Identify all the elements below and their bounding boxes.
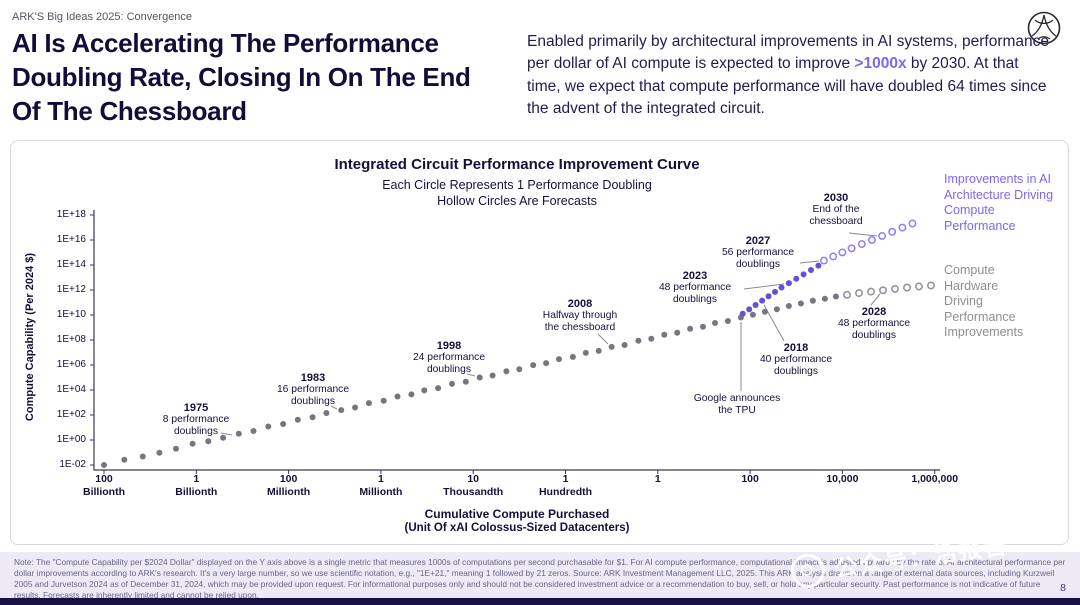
x-tick-label: 1 Billionth xyxy=(175,473,218,498)
y-tick-label: 1E+16 xyxy=(56,234,86,245)
x-axis-label: Cumulative Compute Purchased xyxy=(424,507,610,521)
y-tick-label: 1E+18 xyxy=(56,209,86,220)
annotation-1975: 1975 8 performance doublings xyxy=(162,402,230,437)
y-tick-label: 1E+00 xyxy=(56,434,86,445)
chart-subtitle-1: Each Circle Represents 1 Performance Dou… xyxy=(382,178,652,192)
annotation-1998: 1998 24 performance doublings xyxy=(412,340,486,375)
x-tick-label: 100 Billionth xyxy=(83,473,125,498)
y-tick-label: 1E+10 xyxy=(56,309,86,320)
annotation-tpu: Google announces the TPU xyxy=(693,393,781,416)
annotation-2008: 2008 Halfway through the chessboard xyxy=(542,298,618,333)
breadcrumb: ARK'S Big Ideas 2025: Convergence xyxy=(12,11,193,23)
chart-subtitle-2: Hollow Circles Are Forecasts xyxy=(437,194,597,208)
y-tick-label: 1E-02 xyxy=(59,459,86,470)
bottom-bar xyxy=(0,598,1080,605)
x-tick-label: 1 Hundredth xyxy=(538,473,593,498)
annotation-2018: 2018 40 performance doublings xyxy=(759,342,833,377)
chart-title: Integrated Circuit Performance Improveme… xyxy=(334,156,700,173)
annotation-2030: 2030 End of the chessboard xyxy=(809,192,863,227)
watermark-camera-icon xyxy=(788,551,828,591)
x-tick-label: 10 Thousandth xyxy=(443,473,504,498)
x-tick-label: 100 xyxy=(741,473,759,485)
annotation-2028: 2028 48 performance doublings xyxy=(837,306,911,341)
y-tick-label: 1E+14 xyxy=(56,259,86,270)
intro-text-before: Enabled primarily by architectural impro… xyxy=(527,33,1050,73)
annotation-1983: 1983 16 performance doublings xyxy=(276,372,350,407)
y-axis-label: Compute Capability (Per 2024 $) xyxy=(24,252,36,422)
intro-paragraph: Enabled primarily by architectural impro… xyxy=(527,31,1050,121)
y-tick-label: 1E+04 xyxy=(56,384,86,395)
disclaimer-note: Note: The "Compute Capability per $2024 … xyxy=(0,552,1080,600)
y-tick-label: 1E+06 xyxy=(56,359,86,370)
page-title: AI Is Accelerating The Performance Doubl… xyxy=(12,28,471,126)
y-tick-label: 1E+12 xyxy=(56,284,86,295)
x-axis-sublabel: (Unit Of xAI Colossus-Sized Datacenters) xyxy=(404,522,630,534)
x-tick-label: 10,000 xyxy=(826,473,859,485)
intro-highlight: >1000x xyxy=(854,55,907,73)
legend-hardware: Compute Hardware Driving Performance Imp… xyxy=(944,263,1024,339)
y-tick-label: 1E+08 xyxy=(56,334,86,345)
x-tick-label: 100 Millionth xyxy=(267,473,311,498)
ark-logo-icon xyxy=(1027,11,1061,45)
annotation-2023: 2023 48 performance doublings xyxy=(658,270,732,305)
x-tick-label: 1 Millionth xyxy=(359,473,403,498)
x-tick-label: 1 xyxy=(654,473,661,485)
annotation-2027: 2027 56 performance doublings xyxy=(721,235,795,270)
page-number: 8 xyxy=(1060,582,1066,594)
intro-text-after: by 2030. At that time, we expect that co… xyxy=(527,55,1047,118)
y-tick-label: 1E+02 xyxy=(56,409,86,420)
legend-architecture: Improvements in AI Architecture Driving … xyxy=(944,172,1054,233)
x-tick-label: 1,000,000 xyxy=(911,473,959,485)
